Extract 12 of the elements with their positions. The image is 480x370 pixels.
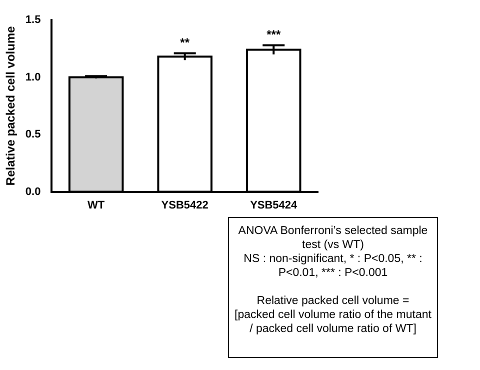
x-tick-label: YSB5422 bbox=[161, 199, 208, 212]
text: ANOVA Bonferroni’s selected sample test (vs WT) NS : non-significant, * : P<0.05, ** : P<0.01, *** : P<0.001 bbox=[237, 224, 429, 280]
y-tick-label: 0.0 bbox=[25, 186, 41, 198]
y-tick-label: 1.0 bbox=[25, 71, 41, 84]
y-axis-title: Relative packed cell volume bbox=[4, 26, 18, 186]
y-tick-label: 1.5 bbox=[25, 14, 41, 26]
x-tick-label: YSB5424 bbox=[250, 199, 298, 212]
annotation: *** bbox=[266, 28, 281, 42]
x-tick-label: WT bbox=[88, 199, 105, 212]
y-tick-label: 0.5 bbox=[25, 128, 41, 141]
annotation: ** bbox=[180, 36, 190, 50]
text: Relative packed cell volume = [packed cell volume ratio of the mutant / packed cell volume ratio of WT] bbox=[234, 294, 432, 336]
